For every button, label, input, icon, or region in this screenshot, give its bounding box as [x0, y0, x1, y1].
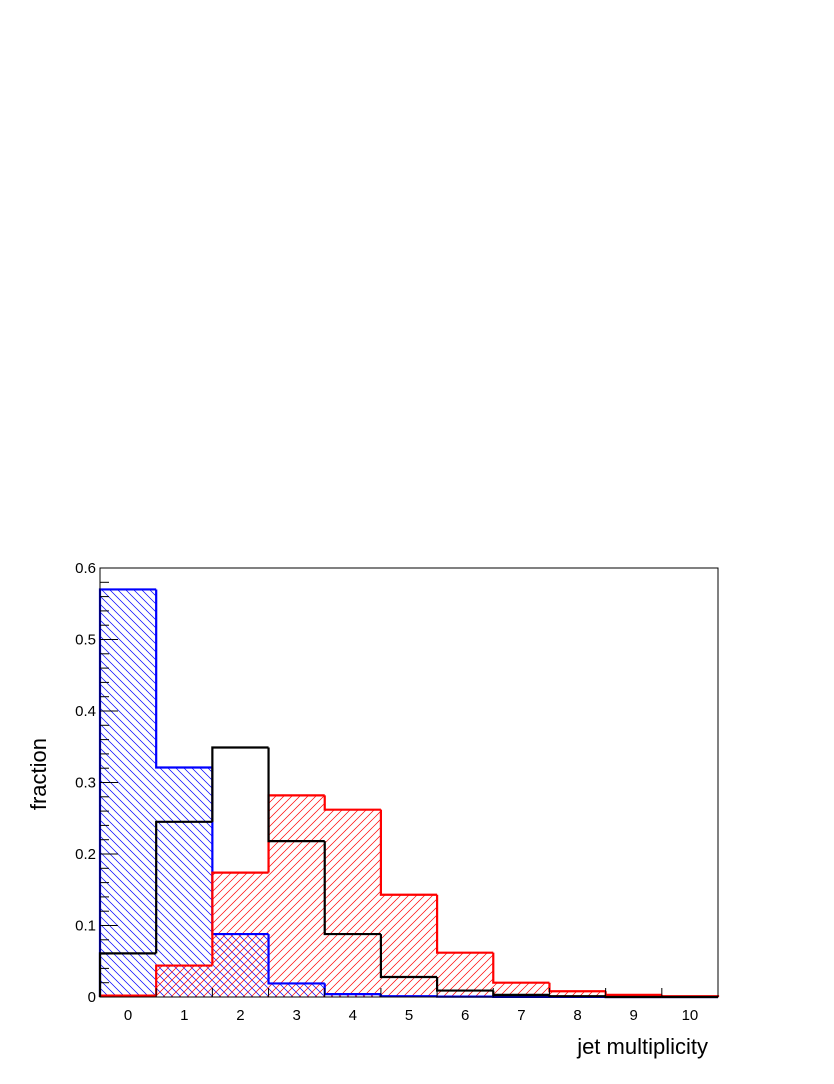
- x-tick-label: 8: [573, 1007, 581, 1024]
- series-0-bin-1-step: [156, 589, 212, 767]
- y-tick-label: 0.1: [75, 918, 96, 935]
- histogram-fills: [100, 589, 718, 997]
- x-tick-label: 6: [461, 1007, 469, 1024]
- x-tick-label: 5: [405, 1007, 413, 1024]
- series-1-bin-4-step: [325, 795, 381, 809]
- x-tick-label: 1: [180, 1007, 188, 1024]
- x-axis-title: jet multiplicity: [576, 1034, 708, 1059]
- series-1-bin-6-step: [437, 895, 493, 953]
- x-tick-label: 10: [682, 1007, 699, 1024]
- series-0-bin-1-fill: [156, 767, 212, 997]
- series-0-bin-0-fill: [100, 589, 156, 997]
- x-tick-label: 4: [349, 1007, 357, 1024]
- y-axis-title: fraction: [26, 738, 51, 810]
- x-tick-label: 3: [292, 1007, 300, 1024]
- series-2-bin-2-step: [212, 747, 268, 821]
- x-tick-label: 9: [630, 1007, 638, 1024]
- series-1-bin-9-step: [606, 991, 662, 995]
- series-1-bin-8-step: [549, 983, 605, 992]
- series-1-bin-5-fill: [381, 895, 437, 997]
- series-1-bin-1-fill: [156, 966, 212, 997]
- x-tick-label: 0: [124, 1007, 132, 1024]
- x-tick-label: 2: [236, 1007, 244, 1024]
- y-tick-label: 0: [88, 989, 96, 1006]
- series-1-bin-3-fill: [269, 795, 325, 997]
- y-tick-label: 0.2: [75, 846, 96, 863]
- y-tick-label: 0.4: [75, 703, 96, 720]
- y-tick-label: 0.3: [75, 775, 96, 792]
- series-1-bin-4-fill: [325, 810, 381, 997]
- series-1-bin-7-step: [493, 953, 549, 983]
- series-1-bin-5-step: [381, 810, 437, 895]
- x-tick-label: 7: [517, 1007, 525, 1024]
- y-tick-label: 0.6: [75, 560, 96, 577]
- y-tick-label: 0.5: [75, 632, 96, 649]
